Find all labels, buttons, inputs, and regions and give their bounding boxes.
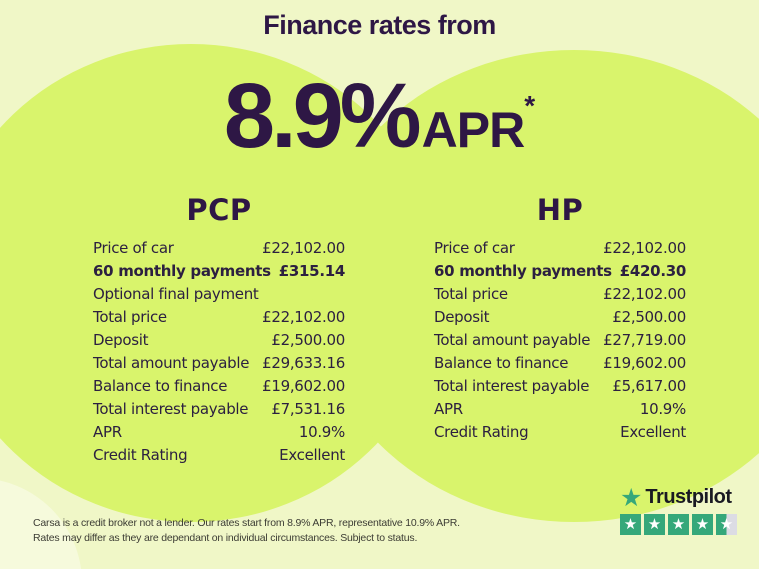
table-row: Total amount payable £27,719.00 xyxy=(434,328,686,351)
row-label: Deposit xyxy=(93,330,149,349)
row-value: £19,602.00 xyxy=(603,353,686,372)
row-label: APR xyxy=(93,422,122,441)
row-label: Total amount payable xyxy=(93,353,250,372)
row-value: £315.14 xyxy=(278,261,346,280)
disclaimer-text: Carsa is a credit broker not a lender. O… xyxy=(33,516,460,546)
headline-rate: 8.9%APR* xyxy=(0,56,759,193)
table-row: APR 10.9% xyxy=(93,420,345,443)
row-value: £5,617.00 xyxy=(612,376,686,395)
row-label: Total interest payable xyxy=(434,376,590,395)
row-label: Total price xyxy=(93,307,167,326)
trustpilot-badge: ★ Trustpilot ★ ★ ★ ★ ★ xyxy=(620,485,737,535)
table-row: Balance to finance £19,602.00 xyxy=(434,351,686,374)
row-label: Price of car xyxy=(434,238,515,257)
table-row: Credit Rating Excellent xyxy=(93,443,345,466)
table-row: Balance to finance £19,602.00 xyxy=(93,374,345,397)
table-row: Total interest payable £5,617.00 xyxy=(434,374,686,397)
trustpilot-star-icon: ★ xyxy=(620,483,643,512)
table-row: Total price £22,102.00 xyxy=(434,282,686,305)
hp-table: Price of car £22,102.00 60 monthly payment… xyxy=(434,236,686,443)
row-value: Excellent xyxy=(279,445,345,464)
row-label: Total interest payable xyxy=(93,399,249,418)
row-label: Total amount payable xyxy=(434,330,591,349)
pcp-column: PCP Price of car £22,102.00 60 monthly pay… xyxy=(93,193,345,466)
table-row: APR 10.9% xyxy=(434,397,686,420)
table-row: Deposit £2,500.00 xyxy=(434,305,686,328)
trustpilot-star-rating: ★ ★ ★ ★ ★ xyxy=(620,514,737,535)
row-label: 60 monthly payments xyxy=(93,261,271,280)
rate-value: 8.9% xyxy=(223,65,422,167)
row-value: £7,531.16 xyxy=(271,399,345,418)
page-title: Finance rates from xyxy=(263,10,496,40)
row-label: Optional final payment xyxy=(93,284,259,303)
rate-suffix: APR xyxy=(421,102,526,158)
trustpilot-logo: ★ Trustpilot xyxy=(620,485,737,510)
row-label: Deposit xyxy=(434,307,490,326)
trustpilot-star-box: ★ xyxy=(692,514,713,535)
hp-column: HP Price of car £22,102.00 60 monthly paym… xyxy=(434,193,686,443)
disclaimer-line-1: Carsa is a credit broker not a lender. O… xyxy=(33,517,460,529)
star-icon: ★ xyxy=(695,515,710,533)
hp-header: HP xyxy=(536,193,584,227)
row-value: £27,719.00 xyxy=(603,330,686,349)
row-label: Credit Rating xyxy=(93,445,188,464)
row-value: £22,102.00 xyxy=(262,307,345,326)
row-value: £19,602.00 xyxy=(262,376,345,395)
trustpilot-star-box: ★ xyxy=(716,514,737,535)
pcp-table: Price of car £22,102.00 60 monthly payment… xyxy=(93,236,345,466)
row-label: Balance to finance xyxy=(434,353,569,372)
star-icon: ★ xyxy=(719,515,734,533)
row-value: £22,102.00 xyxy=(603,238,686,257)
trustpilot-star-box: ★ xyxy=(668,514,689,535)
table-row: Optional final payment xyxy=(93,282,345,305)
table-row: 60 monthly payments £420.30 xyxy=(434,259,686,282)
table-row: Total amount payable £29,633.16 xyxy=(93,351,345,374)
table-row: Total price £22,102.00 xyxy=(93,305,345,328)
pcp-header: PCP xyxy=(186,193,252,227)
table-row: Price of car £22,102.00 xyxy=(434,236,686,259)
row-value: 10.9% xyxy=(639,399,686,418)
right-background-circle xyxy=(312,50,759,522)
row-label: Balance to finance xyxy=(93,376,228,395)
table-row: Credit Rating Excellent xyxy=(434,420,686,443)
rate-asterisk: * xyxy=(524,90,536,121)
row-label: Credit Rating xyxy=(434,422,529,441)
table-row: 60 monthly payments £315.14 xyxy=(93,259,345,282)
row-value: £2,500.00 xyxy=(271,330,345,349)
row-value: 10.9% xyxy=(298,422,345,441)
trustpilot-wordmark: Trustpilot xyxy=(645,486,732,508)
row-label: Price of car xyxy=(93,238,174,257)
table-row: Price of car £22,102.00 xyxy=(93,236,345,259)
row-label: 60 monthly payments xyxy=(434,261,612,280)
star-icon: ★ xyxy=(671,515,686,533)
row-value: £29,633.16 xyxy=(262,353,345,372)
star-icon: ★ xyxy=(623,515,638,533)
row-value: £22,102.00 xyxy=(603,284,686,303)
star-icon: ★ xyxy=(647,515,662,533)
row-value: Excellent xyxy=(620,422,686,441)
row-value: £420.30 xyxy=(619,261,687,280)
trustpilot-star-box: ★ xyxy=(644,514,665,535)
trustpilot-star-box: ★ xyxy=(620,514,641,535)
row-label: Total price xyxy=(434,284,508,303)
row-label: APR xyxy=(434,399,463,418)
table-row: Deposit £2,500.00 xyxy=(93,328,345,351)
table-row: Total interest payable £7,531.16 xyxy=(93,397,345,420)
row-value: £22,102.00 xyxy=(262,238,345,257)
disclaimer-line-2: Rates may differ as they are dependant o… xyxy=(33,532,418,544)
row-value: £2,500.00 xyxy=(612,307,686,326)
